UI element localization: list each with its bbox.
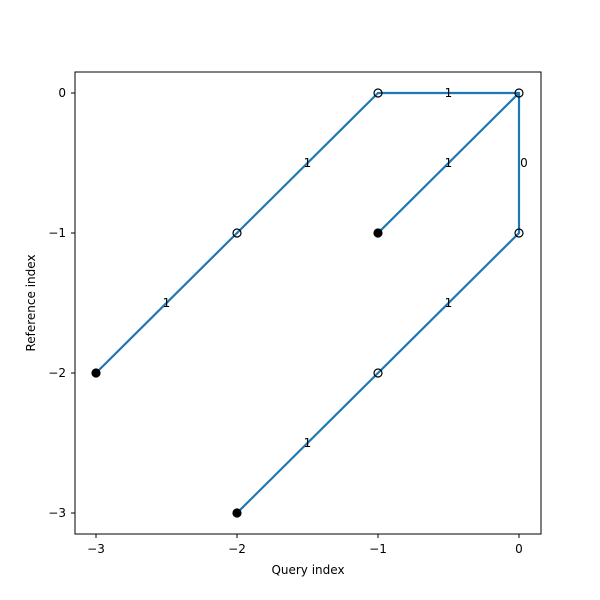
- path-node: [514, 228, 524, 238]
- x-axis-label: Query index: [271, 563, 344, 577]
- edge-label: 1: [445, 156, 453, 170]
- path-node: [373, 88, 383, 98]
- edge-line: [376, 231, 521, 375]
- edge-labels-layer: 1 1 0 1 1 1 1: [163, 86, 528, 450]
- y-tick-label: −1: [48, 226, 66, 240]
- nodes-layer: [91, 88, 524, 518]
- x-ticks: −3 −2 −1 0: [87, 534, 523, 556]
- x-tick-label: −1: [369, 542, 387, 556]
- terminal-node: [91, 368, 101, 378]
- path-node: [373, 368, 383, 378]
- edge-line: [235, 91, 380, 235]
- y-tick-label: 0: [58, 86, 66, 100]
- edge-label: 1: [445, 296, 453, 310]
- edges-layer: [94, 91, 521, 515]
- y-axis-label: Reference index: [24, 254, 38, 351]
- edge-label: 0: [520, 156, 528, 170]
- y-tick-label: −3: [48, 506, 66, 520]
- edge-label: 1: [304, 436, 312, 450]
- x-tick-label: −2: [228, 542, 246, 556]
- edge-line: [94, 231, 239, 375]
- path-node: [514, 88, 524, 98]
- x-tick-label: 0: [515, 542, 523, 556]
- y-tick-label: −2: [48, 366, 66, 380]
- edge-line: [376, 91, 521, 235]
- path-node: [232, 228, 242, 238]
- edge-label: 1: [304, 156, 312, 170]
- terminal-node: [373, 228, 383, 238]
- edge-label: 1: [163, 296, 171, 310]
- edge-line: [235, 371, 380, 515]
- x-tick-label: −3: [87, 542, 105, 556]
- y-ticks: 0 −1 −2 −3: [48, 86, 75, 520]
- edge-label: 1: [445, 86, 453, 100]
- plot-frame: [74, 71, 542, 535]
- terminal-node: [232, 508, 242, 518]
